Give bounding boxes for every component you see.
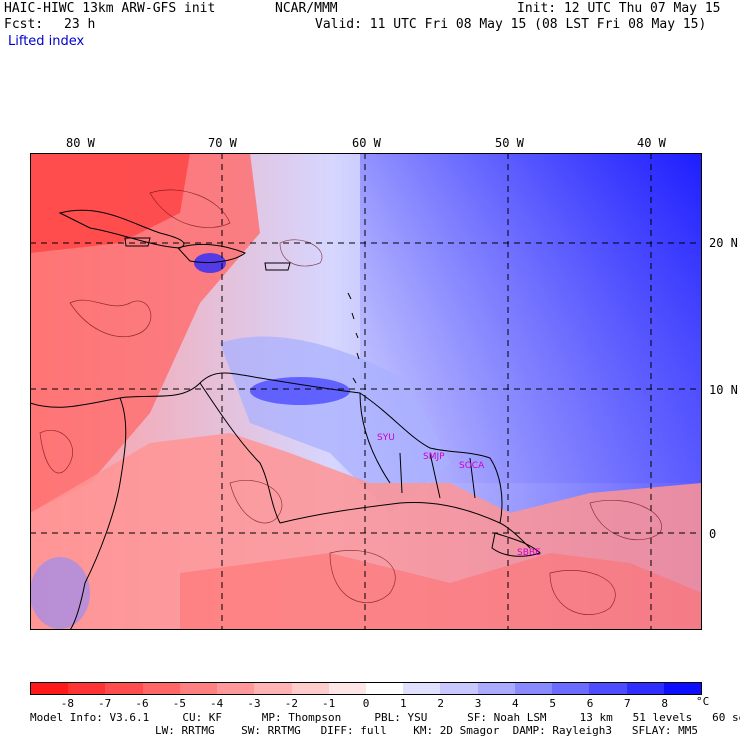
colorbar-segment [142, 683, 180, 694]
colorbar-tick-label: -7 [98, 697, 112, 710]
colorbar-tick-label: -1 [322, 697, 336, 710]
field-name: Lifted index [8, 34, 85, 49]
colorbar-tick-label: 2 [437, 697, 444, 710]
station-smjp: SMJP [423, 452, 445, 462]
colorbar [30, 682, 702, 695]
colorbar-segment [514, 683, 553, 694]
lat-label-0: 0 [709, 527, 717, 541]
fcst-label: Fcst: [4, 17, 44, 32]
colorbar-tick-label: 5 [549, 697, 556, 710]
colorbar-segment [291, 683, 329, 694]
graticule [30, 153, 702, 630]
colorbar-tick-label: 3 [474, 697, 482, 710]
colorbar-segment [403, 683, 441, 694]
valid-time: Valid: 11 UTC Fri 08 May 15 (08 LST Fri … [315, 17, 707, 32]
colorbar-segment [440, 683, 478, 694]
model-info-line1: Model Info: V3.6.1 CU: KF MP: Thompson P… [30, 711, 740, 724]
colorbar-tick-label: 1 [400, 697, 407, 710]
lon-label-40w: 40 W [637, 136, 666, 150]
colorbar-tick-label: -2 [284, 697, 298, 710]
colorbar-tick-label: 7 [624, 697, 631, 710]
stations: SYU SMJP SOCA SBBE [377, 433, 541, 558]
colorbar-tick-label: 0 [362, 697, 370, 710]
colorbar-segment [477, 683, 515, 694]
lon-label-50w: 50 W [495, 136, 524, 150]
model-info-line2: LW: RRTMG SW: RRTMG DIFF: full KM: 2D Sm… [155, 724, 699, 737]
station-syu: SYU [377, 433, 395, 443]
lat-label-10n: 10 N [709, 383, 738, 397]
colorbar-tick-label: 4 [512, 697, 519, 710]
colorbar-tick-label: 8 [661, 697, 668, 710]
colorbar-unit: °C [696, 695, 710, 708]
colorbar-segment [663, 683, 701, 694]
station-soca: SOCA [459, 461, 485, 471]
colorbar-segment [365, 683, 404, 694]
model-title: HAIC-HIWC 13km ARW-GFS init [4, 1, 216, 16]
colorbar-tick-label: -3 [247, 697, 261, 710]
colorbar-tick-label: -8 [60, 697, 74, 710]
colorbar-tick-label: 6 [586, 697, 594, 710]
station-sbbe: SBBE [517, 548, 541, 558]
coastlines [29, 209, 541, 631]
field-deep-blue-pocket [250, 377, 350, 405]
lifted-index-map: SYU SMJP SOCA SBBE [29, 153, 702, 631]
colorbar-segment [105, 683, 143, 694]
colorbar-tick-label: -6 [135, 697, 149, 710]
colorbar-segment [552, 683, 590, 694]
lon-label-60w: 60 W [352, 136, 381, 150]
lon-label-80w: 80 W [66, 136, 95, 150]
colorbar-segment [179, 683, 218, 694]
map-svg: SYU SMJP SOCA SBBE [29, 153, 702, 631]
colorbar-segment [217, 683, 255, 694]
lat-label-20n: 20 N [709, 236, 738, 250]
field-pacific-blue [30, 557, 90, 629]
init-time: Init: 12 UTC Thu 07 May 15 [517, 1, 721, 16]
colorbar-segment [589, 683, 627, 694]
org-label: NCAR/MMM [275, 1, 338, 16]
colorbar-segment [31, 683, 69, 694]
colorbar-segment [68, 683, 106, 694]
fcst-value: 23 h [64, 17, 96, 32]
field-bahamas-unstable [30, 153, 190, 253]
colorbar-segment [626, 683, 664, 694]
colorbar-tick-label: -5 [172, 697, 186, 710]
colorbar-segment [328, 683, 366, 694]
lon-label-70w: 70 W [208, 136, 237, 150]
map-border [30, 153, 702, 630]
colorbar-tick-label: -4 [210, 697, 224, 710]
colorbar-segment [254, 683, 292, 694]
